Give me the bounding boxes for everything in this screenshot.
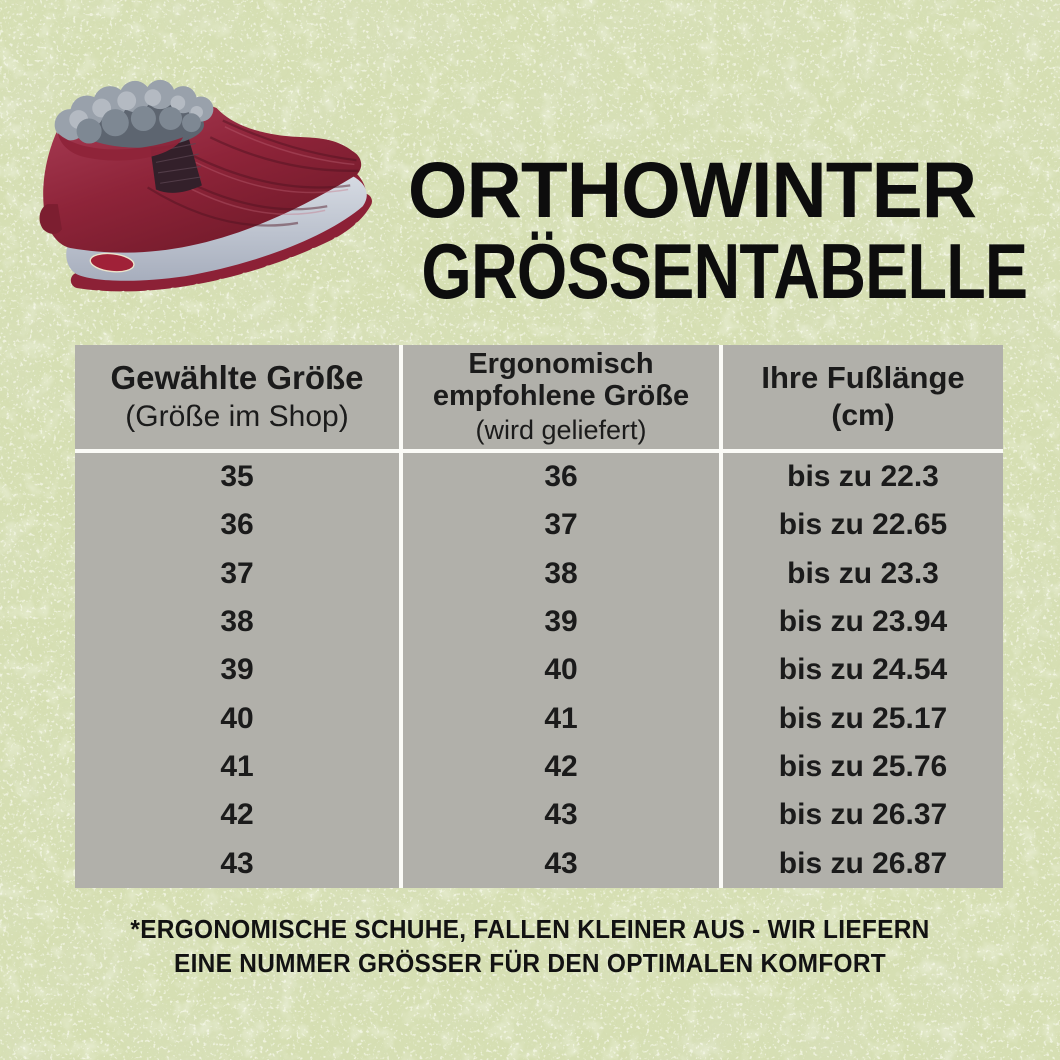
column-title: Gewählte Größe xyxy=(110,358,364,396)
cell-foot-length: bis zu 23.94 xyxy=(719,597,1003,647)
logo-patch xyxy=(89,252,135,273)
column-title: Ergonomisch empfohlene Größe xyxy=(432,347,690,412)
size-table: Gewählte Größe (Größe im Shop) Ergonomis… xyxy=(75,345,1003,888)
footnote: *ERGONOMISCHE SCHUHE, FALLEN KLEINER AUS… xyxy=(0,913,1060,981)
cell-delivered-size: 42 xyxy=(399,742,719,792)
cell-foot-length: bis zu 26.37 xyxy=(719,791,1003,840)
heel-tab xyxy=(39,204,62,234)
cell-shop-size: 37 xyxy=(75,549,399,598)
column-subtitle: (cm) xyxy=(831,398,895,432)
cell-foot-length: bis zu 25.17 xyxy=(719,694,1003,743)
product-photo xyxy=(16,70,392,332)
column-header-foot-length: Ihre Fußlänge (cm) xyxy=(719,345,1003,453)
title-line-2: GRÖSSENTABELLE xyxy=(421,227,1028,315)
cell-foot-length: bis zu 24.54 xyxy=(719,646,1003,695)
cell-foot-length: bis zu 26.87 xyxy=(719,839,1003,888)
column-header-selected-size: Gewählte Größe (Größe im Shop) xyxy=(75,345,399,453)
cell-delivered-size: 43 xyxy=(399,839,719,888)
cell-delivered-size: 38 xyxy=(399,549,719,598)
cell-delivered-size: 43 xyxy=(399,791,719,840)
cell-delivered-size: 39 xyxy=(399,597,719,647)
cell-shop-size: 41 xyxy=(75,742,399,792)
cell-shop-size: 38 xyxy=(75,597,399,647)
cell-shop-size: 43 xyxy=(75,839,399,888)
cell-shop-size: 40 xyxy=(75,694,399,743)
footnote-line-2: EINE NUMMER GRÖSSER FÜR DEN OPTIMALEN KO… xyxy=(174,947,886,978)
cell-foot-length: bis zu 23.3 xyxy=(719,549,1003,598)
column-subtitle: (Größe im Shop) xyxy=(125,399,349,433)
column-subtitle: (wird geliefert) xyxy=(475,415,647,446)
cell-foot-length: bis zu 22.65 xyxy=(719,501,1003,550)
cell-delivered-size: 40 xyxy=(399,646,719,695)
column-header-recommended-size: Ergonomisch empfohlene Größe (wird gelie… xyxy=(399,345,719,453)
cell-shop-size: 36 xyxy=(75,501,399,550)
cell-shop-size: 35 xyxy=(75,453,399,502)
footnote-line-1: *ERGONOMISCHE SCHUHE, FALLEN KLEINER AUS… xyxy=(130,914,930,944)
column-title: Ihre Fußlänge xyxy=(761,359,965,395)
cell-delivered-size: 41 xyxy=(399,694,719,743)
cell-foot-length: bis zu 25.76 xyxy=(719,742,1003,792)
cell-shop-size: 39 xyxy=(75,646,399,695)
title-line-1: ORTHOWINTER xyxy=(407,145,977,234)
cell-delivered-size: 36 xyxy=(399,453,719,502)
cell-delivered-size: 37 xyxy=(399,501,719,550)
midsole xyxy=(66,175,367,281)
fur-collar xyxy=(54,79,214,161)
winter-boot-illustration xyxy=(39,79,374,292)
cell-shop-size: 42 xyxy=(75,791,399,840)
page-title: ORTHOWINTER GRÖSSENTABELLE xyxy=(366,145,1028,315)
cell-foot-length: bis zu 22.3 xyxy=(719,453,1003,502)
